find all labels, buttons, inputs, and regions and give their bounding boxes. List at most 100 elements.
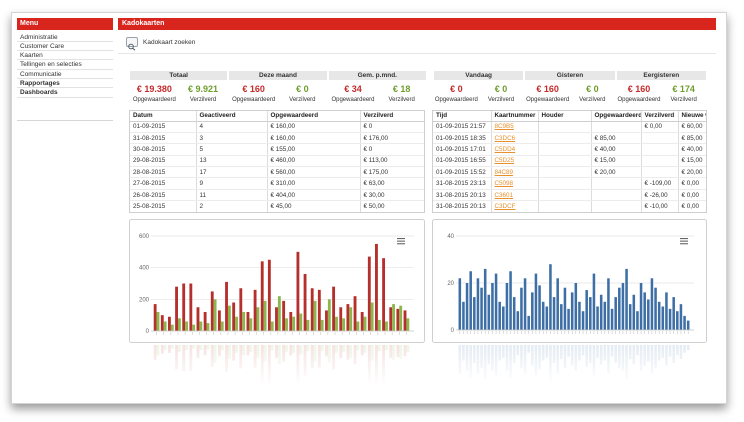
cell-card-number: C5DD4 [490,143,538,156]
card-number-link[interactable]: C3DC6 [494,134,516,142]
cell-redeemed: € 0 [359,121,424,133]
bar [225,281,228,331]
reflection-fade [432,343,707,400]
bar [567,308,570,330]
cell-activated: 3 [195,132,267,145]
bar [621,283,625,330]
daily-overview-table: Datum Geactiveerd Opgewaardeerd Verzilverd … [129,110,425,213]
cell-redeemed: € 0 [359,143,424,156]
cell-holder [537,166,591,179]
stats-period-summary: Totaal € 19.380 € 9.921 Opgewaardeerd Verzil… [130,71,426,104]
table-head: Datum Geactiveerd Opgewaardeerd Verzilverd [130,111,424,122]
bar [320,319,324,331]
stat-redeemed-label: Verzilverd [670,97,697,103]
bar [332,286,336,331]
bar [360,312,364,331]
table-head: Tijd Kaartnummer Houder Opgewaardeerd Verzil… [433,111,706,122]
card-number-link[interactable]: C5D25 [494,157,515,165]
stat-labels: Opgewaardeerd Verzilverd [329,96,426,104]
cell-card-number: 8C9B5 [490,121,538,133]
page-title: Kadokaarten [118,18,716,30]
bar [210,291,214,331]
bar [185,321,188,331]
bar [483,268,487,330]
card-number-link[interactable]: C3601 [494,191,514,199]
stat-values: € 160 € 0 [525,83,614,95]
column-header-time: Tijd [433,111,491,122]
stat-charged-value: € 160 [627,84,651,94]
search-card-link[interactable]: Kadokaart zoeken [143,39,196,46]
bar [156,312,160,331]
sidebar-item-kaarten[interactable]: Kaarten [17,51,113,61]
sidebar-menu: Administratie Customer Care Kaarten Tell… [17,33,113,98]
bar [403,310,407,331]
bar [267,259,271,331]
cell-redeemed: € 30,00 [359,189,424,202]
stat-charged-label: Opgewaardeerd [617,97,661,103]
bar [679,304,683,330]
table-row: 01-09-2015 15:52 84C89 € 20,00 € 20,00 [433,166,706,179]
card-number-link[interactable]: C5DD4 [494,145,516,153]
transactions-table: Tijd Kaartnummer Houder Opgewaardeerd Verzil… [433,111,706,212]
bar [639,283,643,330]
cell-date: 25-08-2015 [130,200,196,212]
sidebar-item-customer-care[interactable]: Customer Care [17,42,113,52]
bar [527,315,530,330]
bar [607,278,610,330]
bar [473,297,476,330]
sidebar-item-rapportages[interactable]: Rapportages [17,79,113,89]
cell-card-number: C5D25 [490,155,538,168]
bar [325,310,328,331]
table-row: 31-08-2015 20:13 C3601 € -26,00 € 0,00 [433,189,706,202]
sidebar-title: Menu [17,18,113,30]
stat-labels: Opgewaardeerd Verzilverd [434,96,523,104]
bar [235,316,238,331]
sidebar-item-administratie[interactable]: Administratie [17,33,113,42]
cell-holder [537,132,591,145]
bar [385,321,388,331]
table-body: 01-09-2015 4 € 160,00 € 0 31-08-2015 3 € 160,0… [130,121,424,212]
bar [253,289,257,331]
stat-charged-value: € 160 [242,84,265,94]
search-card-icon[interactable] [126,37,138,51]
column-header-redeemed: Verzilverd [359,111,424,122]
cell-time: 31-08-2015 20:13 [433,200,491,212]
card-number-link[interactable]: 84C89 [494,168,514,176]
cell-holder [537,189,591,202]
bar [317,289,321,331]
chart-menu-icon[interactable] [397,238,405,245]
cell-date: 29-08-2015 [130,155,196,168]
bar [625,268,628,330]
bar [636,311,639,330]
cell-activated: 17 [195,166,267,179]
cell-charged: € 404,00 [266,189,360,202]
sidebar-item-communicatie[interactable]: Communicatie [17,70,113,79]
chart-menu-icon[interactable] [680,238,688,245]
bar [249,318,253,331]
stat-charged-label: Opgewaardeerd [232,97,276,103]
sidebar-item-tellingen[interactable]: Tellingen en selecties [17,60,113,70]
table-row: 31-08-2015 3 € 160,00 € 176,00 [130,132,424,145]
bar [596,306,599,330]
bar [270,321,274,331]
stat-charged-value: € 0 [450,84,463,94]
bar [306,319,310,331]
card-number-link[interactable]: C3DCF [494,202,516,210]
card-number-link[interactable]: C5098 [494,180,514,188]
magnifier-icon [128,43,136,51]
cell-redeemed [640,132,678,145]
bar [491,283,494,330]
cell-charged: € 160,00 [266,121,360,133]
bar [476,278,480,330]
bar [560,304,563,330]
cell-date: 28-08-2015 [130,166,196,179]
bar [246,312,250,331]
card-number-link[interactable]: 8C9B5 [494,123,514,131]
bar [182,283,186,331]
bar [494,273,498,330]
sidebar-item-dashboards[interactable]: Dashboards [17,88,113,98]
table-row: 31-08-2015 23:13 C5098 € -109,00 € 0,00 [433,177,706,190]
cell-card-number: C3601 [490,189,538,202]
bar [170,324,174,331]
cell-new-balance: € 0,00 [677,189,706,202]
